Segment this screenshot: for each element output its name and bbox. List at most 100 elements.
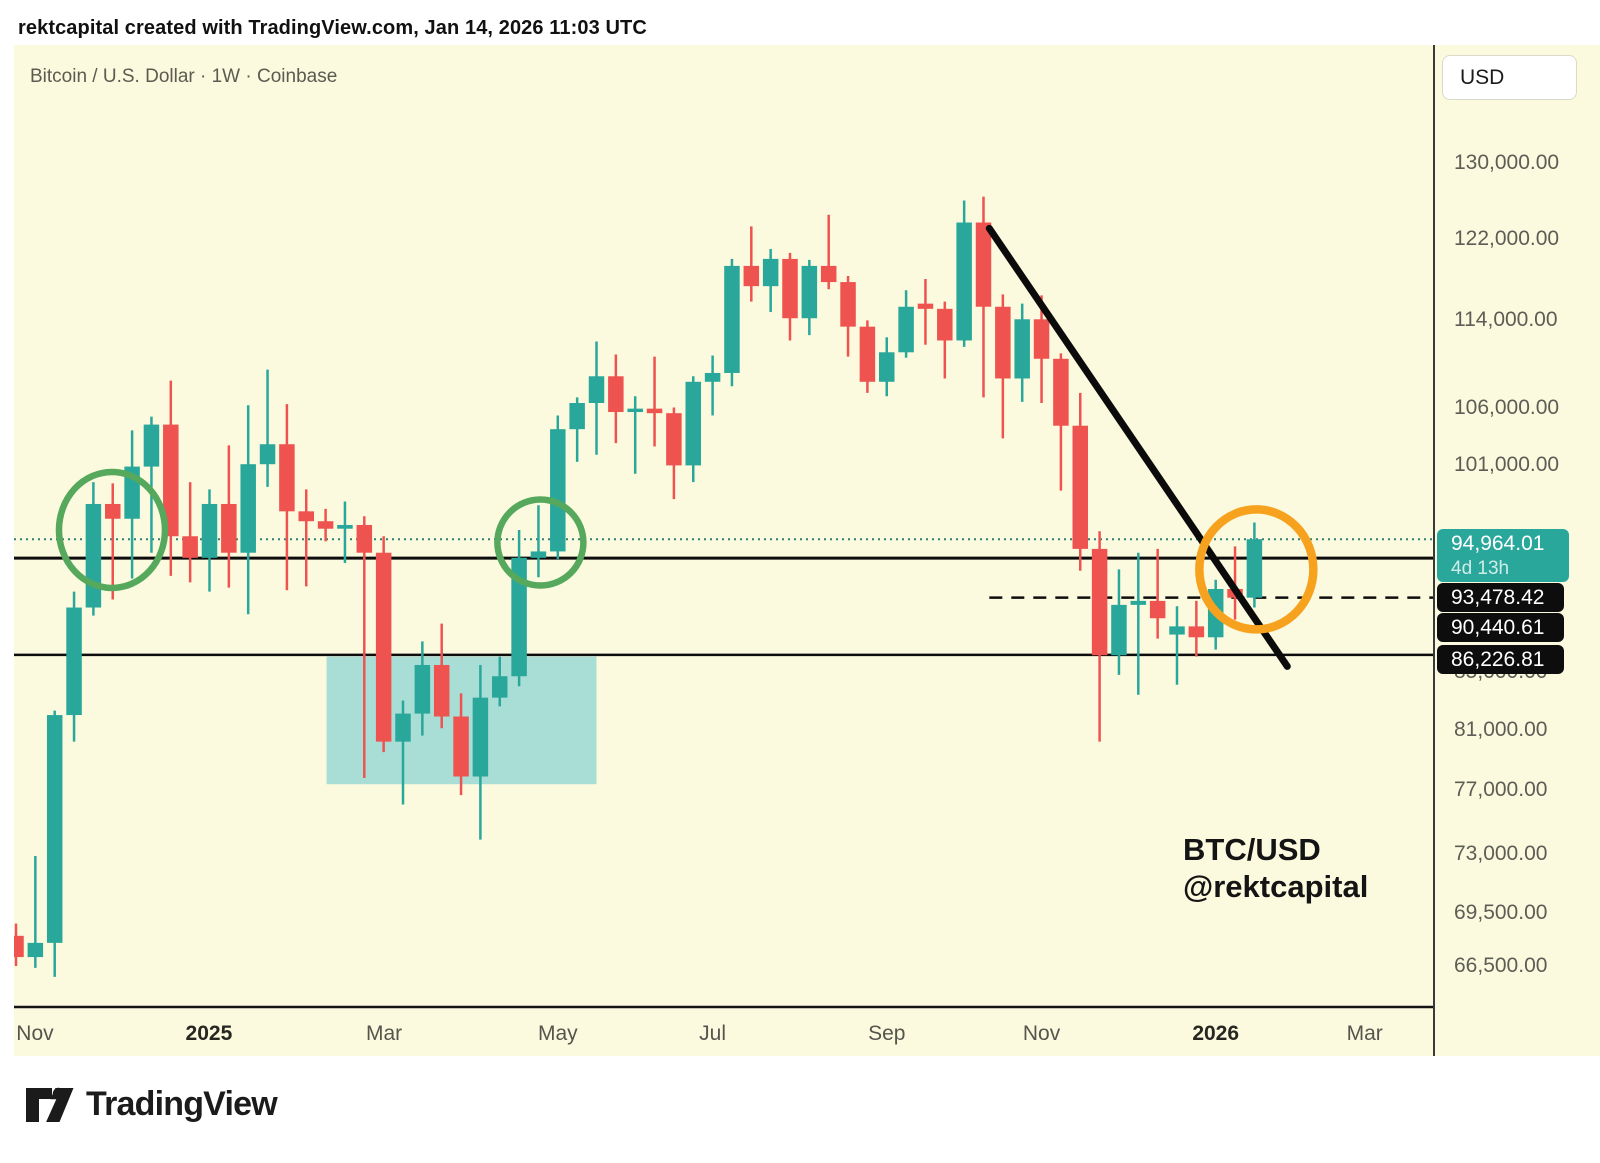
candle-body-2025-05-05 [550,429,566,552]
candle-body-2025-07-21 [762,258,779,287]
symbol-legend[interactable]: Bitcoin / U.S. Dollar · 1W · Coinbase [30,66,338,87]
candle-body-2025-02-24 [356,524,373,553]
candle-body-2025-07-28 [782,258,798,319]
candle-body-2025-11-24 [1111,604,1127,656]
green-circle-annotation-2[interactable] [494,496,587,589]
candle-body-2025-07-14 [743,265,760,287]
candle-body-2024-11-25 [105,503,121,519]
candle-body-2024-10-21 [14,935,24,958]
price-line-badge-93478-value: 93,478.42 [1451,585,1545,609]
candle-body-2025-04-14 [492,676,508,698]
candle-body-2025-03-17 [414,664,431,714]
candle-body-2025-10-27 [1033,319,1050,359]
candle-body-2025-06-16 [666,413,682,466]
candle-body-2025-12-01 [1130,600,1147,605]
candle-body-2025-05-12 [569,402,585,430]
candle-body-2025-03-03 [375,552,392,742]
time-tick-Mar: Mar [365,1022,403,1045]
candle-body-2025-08-18 [840,282,856,327]
downtrend-line[interactable] [985,224,1291,670]
watermark-symbol: BTC/USD [1183,832,1321,867]
green-circle-annotation-1[interactable] [55,468,169,592]
price-tick-114000: 114,000.00 [1454,308,1558,332]
last-price-badge: 94,964.01 4d 13h [1437,529,1569,582]
candle-body-2025-12-15 [1169,626,1185,635]
candle-body-2025-06-30 [704,372,721,382]
time-tick-2026: 2026 [1192,1022,1240,1045]
time-tick-Mar: Mar [1346,1022,1383,1045]
candle-body-2026-01-12 [1246,539,1263,598]
chart-panel [14,45,1600,1056]
candle-body-2025-09-15 [917,303,934,309]
bar-countdown: 4d 13h [1451,557,1510,579]
currency-toggle-button[interactable]: USD [1442,55,1577,100]
tradingview-logo-text[interactable]: TradingView [86,1085,278,1123]
price-line-badge-86226-value: 86,226.81 [1451,647,1545,671]
price-line-badge-93478: 93,478.42 [1437,583,1564,612]
price-tick-73000: 73,000.00 [1454,842,1548,866]
candle-body-2025-08-11 [820,265,837,283]
price-tick-106000: 106,000.00 [1454,395,1560,419]
candle-body-2025-06-09 [646,408,663,414]
candle-body-2025-08-25 [859,326,876,382]
time-tick-Sep: Sep [868,1022,906,1045]
candle-body-2025-09-08 [898,306,914,353]
candle-body-2025-12-08 [1149,600,1166,619]
candle-body-2025-06-02 [627,408,643,413]
candle-body-2025-04-21 [511,557,527,677]
time-tick-Nov: Nov [1022,1022,1061,1045]
candle-body-2024-12-16 [163,424,179,537]
price-tick-122000: 122,000.00 [1454,227,1560,251]
candle-body-2025-02-10 [317,521,334,529]
candle-body-2024-11-11 [66,607,82,716]
candle-body-2025-11-10 [1072,425,1088,549]
candle-body-2025-02-03 [298,511,314,522]
price-tick-77000: 77,000.00 [1454,778,1548,802]
candle-body-2024-12-30 [201,503,218,558]
candle-body-2025-03-24 [433,664,450,717]
candle-body-2025-02-17 [337,524,353,529]
candle-body-2025-03-31 [453,716,469,777]
candle-body-2024-12-09 [143,424,160,467]
candle-body-2025-10-06 [975,222,992,307]
candle-body-2025-05-26 [608,376,624,413]
candle-body-2025-03-10 [395,713,411,742]
candle-body-2024-12-23 [182,536,198,558]
candle-body-2024-11-04 [46,715,63,943]
candle-body-2025-06-23 [685,381,701,466]
price-tick-81000: 81,000.00 [1454,717,1548,741]
watermark-handle: @rektcapital [1183,869,1369,904]
price-tick-130000: 130,000.00 [1454,151,1560,174]
candle-body-2025-04-07 [472,697,489,777]
watermark: BTC/USD @rektcapital [1183,831,1368,905]
price-line-badge-90440: 90,440.61 [1437,613,1564,642]
candle-body-2025-01-13 [240,464,256,553]
price-line-badge-86226: 86,226.81 [1437,645,1564,674]
currency-toggle-label: USD [1460,65,1505,89]
candle-body-2025-10-13 [995,306,1011,379]
price-tick-66500: 66,500.00 [1454,954,1548,978]
candle-body-2025-11-17 [1091,548,1108,656]
candle-body-2025-09-01 [879,352,895,382]
orange-circle-annotation[interactable] [1195,505,1318,634]
last-price-value: 94,964.01 [1451,531,1545,555]
price-tick-69500: 69,500.00 [1454,901,1548,925]
candle-body-2025-11-03 [1053,358,1069,426]
candle-body-2025-10-20 [1014,319,1030,379]
price-tick-101000: 101,000.00 [1454,453,1560,477]
candle-body-2024-10-28 [27,942,44,958]
time-tick-Jul: Jul [699,1022,727,1045]
price-line-badge-90440-value: 90,440.61 [1451,615,1545,639]
candle-body-2025-08-04 [801,265,818,319]
candle-body-2025-01-20 [259,444,276,465]
time-tick-2025: 2025 [185,1022,233,1045]
candle-body-2025-01-27 [279,444,295,512]
candlestick-chart-canvas[interactable] [14,45,1600,1056]
candle-body-2025-04-28 [530,551,547,558]
candle-body-2025-07-07 [724,265,740,373]
time-tick-Nov: Nov [16,1022,54,1045]
tradingview-logo-icon[interactable] [25,1086,74,1124]
candle-body-2025-09-22 [937,308,953,341]
time-tick-May: May [537,1022,578,1045]
